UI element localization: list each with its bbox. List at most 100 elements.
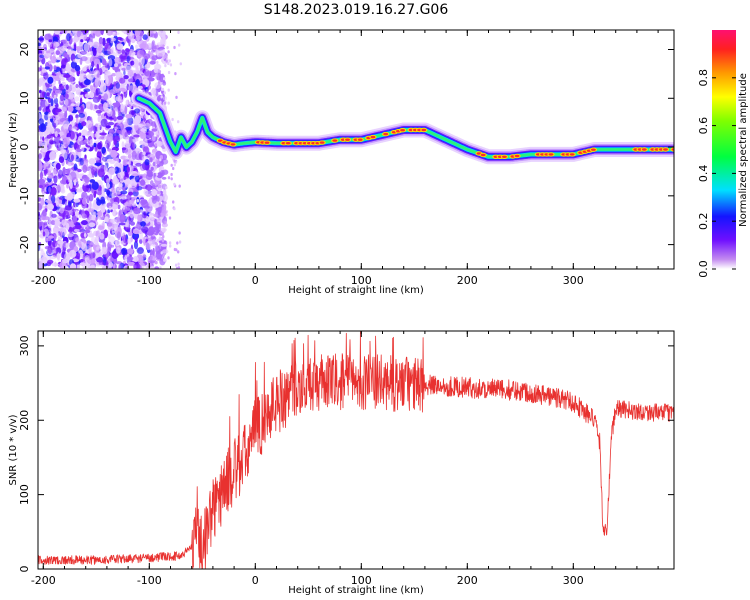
noise-blob (95, 87, 100, 96)
noise-blob (64, 99, 69, 106)
noise-blob (53, 52, 56, 61)
noise-blob (38, 77, 46, 86)
noise-blob (49, 151, 57, 161)
noise-blob (106, 133, 114, 142)
noise-blob (154, 266, 160, 269)
noise-blob (173, 159, 176, 163)
noise-blob (145, 240, 152, 251)
noise-blob (125, 200, 133, 207)
noise-blob (179, 62, 182, 66)
noise-blob (94, 190, 97, 195)
noise-blob (142, 53, 151, 60)
noise-blob (100, 30, 104, 36)
noise-blob (153, 130, 159, 136)
noise-blob (42, 107, 47, 113)
noise-blob (151, 135, 156, 142)
noise-blob (115, 71, 123, 78)
noise-blob (83, 233, 87, 237)
noise-blob (68, 249, 77, 258)
noise-blob (165, 186, 168, 190)
colorbar-tick-label: 0.0 (697, 260, 710, 278)
noise-blob (48, 235, 54, 239)
noise-blob (115, 239, 120, 247)
noise-blob (108, 58, 113, 67)
noise-blob (140, 179, 146, 186)
noise-blob (131, 150, 137, 160)
noise-blob (58, 140, 62, 144)
noise-blob (121, 30, 127, 33)
noise-blob (91, 181, 99, 190)
ridge-core (671, 148, 674, 151)
noise-blob (42, 83, 46, 92)
ridge-core (319, 141, 325, 144)
noise-blob (168, 241, 172, 245)
noise-blob (50, 98, 54, 107)
noise-blob (75, 83, 79, 89)
noise-blob (75, 114, 79, 119)
noise-blob (83, 88, 91, 92)
snr-xtick-label: -200 (31, 574, 56, 587)
noise-blob (111, 230, 115, 234)
noise-blob (126, 256, 134, 261)
noise-blob (61, 81, 66, 86)
noise-blob (160, 251, 163, 255)
noise-blob (147, 154, 155, 157)
noise-blob (84, 254, 90, 261)
noise-blob (156, 239, 159, 243)
noise-blob (174, 263, 178, 267)
noise-blob (170, 172, 173, 177)
noise-blob (173, 207, 176, 211)
noise-blob (76, 188, 83, 193)
noise-blob (64, 205, 73, 211)
noise-blob (74, 96, 80, 102)
noise-blob (125, 48, 131, 52)
noise-blob (161, 176, 167, 180)
colorbar-tick-label: 0.4 (697, 165, 710, 183)
noise-blob (69, 212, 73, 216)
noise-blob (98, 261, 106, 266)
noise-blob (47, 203, 54, 211)
noise-blob (151, 55, 158, 61)
noise-blob (68, 125, 73, 131)
noise-blob (100, 134, 107, 141)
noise-blob (119, 183, 123, 188)
noise-blob (76, 264, 80, 269)
noise-blob (177, 262, 180, 266)
noise-blob (134, 30, 142, 34)
noise-blob (174, 72, 177, 76)
ridge-core (591, 148, 596, 151)
noise-blob (98, 225, 104, 230)
noise-blob (177, 266, 181, 269)
noise-blob (81, 220, 88, 226)
noise-blob (88, 123, 94, 133)
noise-blob (110, 46, 115, 56)
noise-blob (88, 245, 92, 255)
spectrogram-ytick-label: 10 (18, 91, 31, 105)
noise-blob (121, 247, 128, 255)
noise-blob (155, 73, 158, 77)
noise-blob (66, 183, 70, 189)
noise-blob (120, 104, 124, 113)
noise-blob (145, 64, 149, 72)
noise-blob (38, 100, 41, 108)
noise-blob (158, 80, 161, 85)
noise-blob (127, 154, 132, 159)
noise-blob (50, 127, 55, 134)
spectrogram-y-label: Frequency (Hz) (8, 112, 19, 188)
noise-blob (48, 186, 51, 194)
noise-blob (161, 58, 164, 63)
noise-blob (161, 239, 165, 243)
snr-panel: -200 -100 0 100 200 300 0 100 200 300 Height of s… (8, 330, 675, 596)
noise-blob (76, 87, 81, 96)
noise-blob (138, 62, 142, 66)
noise-blob (72, 215, 77, 223)
noise-blob (119, 77, 126, 84)
noise-blob (67, 105, 74, 113)
noise-blob (58, 169, 63, 179)
noise-blob (117, 231, 121, 241)
noise-blob (154, 203, 158, 207)
noise-blob (64, 93, 69, 99)
noise-blob (38, 213, 41, 220)
noise-blob (158, 223, 161, 232)
noise-blob (97, 115, 101, 123)
